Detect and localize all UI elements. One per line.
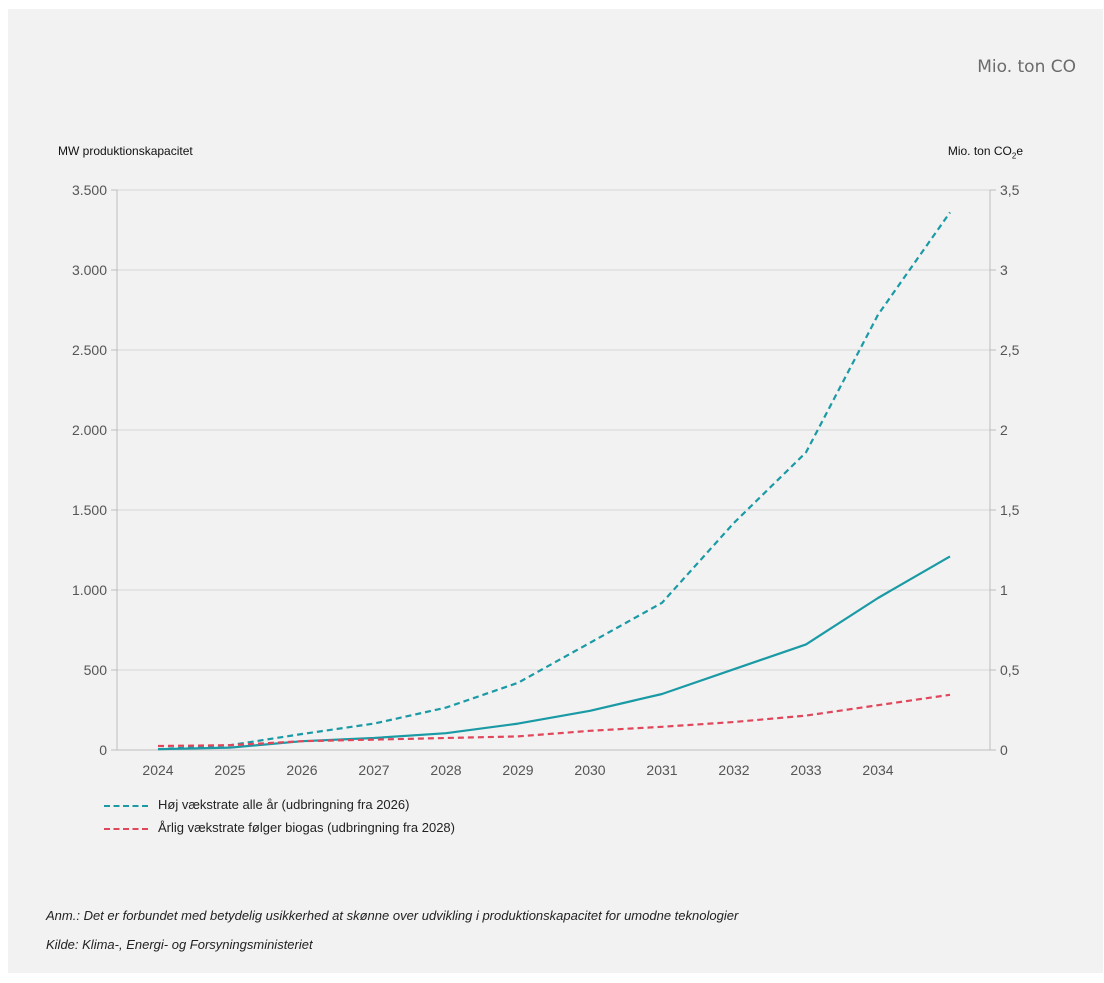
- x-tick-label: 2025: [214, 762, 245, 778]
- legend-label-high-growth: Høj vækstrate alle år (udbringning fra 2…: [158, 797, 410, 812]
- y2-tick-label: 2: [1000, 422, 1008, 438]
- y2-axis-title-main: Mio. ton CO: [947, 144, 1012, 158]
- legend-swatch-biogas: [104, 827, 148, 830]
- corner-unit-label: Mio. ton CO: [977, 57, 1076, 77]
- y2-tick-label: 3,5: [1000, 182, 1020, 198]
- y-tick-label: 3.500: [72, 182, 107, 198]
- x-tick-label: 2029: [502, 762, 533, 778]
- footnote-kilde: Kilde: Klima-, Energi- og Forsyningsmini…: [46, 937, 313, 952]
- legend-item-high-growth: Høj vækstrate alle år (udbringning fra 2…: [104, 797, 409, 812]
- y2-axis-title: Mio. ton CO2e: [948, 144, 1023, 160]
- legend-label-biogas: Årlig vækstrate følger biogas (udbringni…: [158, 820, 455, 835]
- y2-axis-title-subscript: 2: [1011, 151, 1017, 161]
- x-tick-label: 2024: [142, 762, 173, 778]
- y2-axis-title-tail: e: [1016, 144, 1023, 158]
- y2-tick-label: 2,5: [1000, 342, 1020, 358]
- y-tick-label: 500: [84, 662, 108, 678]
- y-axis-title: MW produktionskapacitet: [58, 144, 193, 158]
- y2-tick-label: 0: [1000, 742, 1008, 758]
- y-tick-label: 1.500: [72, 502, 107, 518]
- y2-tick-label: 1: [1000, 582, 1008, 598]
- x-tick-label: 2033: [790, 762, 821, 778]
- y-tick-label: 2.500: [72, 342, 107, 358]
- y-tick-label: 3.000: [72, 262, 107, 278]
- x-tick-label: 2034: [862, 762, 893, 778]
- y-tick-label: 1.000: [72, 582, 107, 598]
- y-tick-label: 2.000: [72, 422, 107, 438]
- x-tick-label: 2028: [430, 762, 461, 778]
- chart-panel: [8, 9, 1103, 973]
- footnote-anm: Anm.: Det er forbundet med betydelig usi…: [46, 908, 739, 923]
- series-line-0: [157, 211, 951, 751]
- legend-swatch-high-growth: [104, 804, 148, 807]
- x-tick-label: 2027: [358, 762, 389, 778]
- series-line-1: [157, 555, 951, 751]
- x-tick-label: 2031: [646, 762, 677, 778]
- x-tick-label: 2026: [286, 762, 317, 778]
- x-tick-label: 2032: [718, 762, 749, 778]
- y2-tick-label: 3: [1000, 262, 1008, 278]
- legend-item-biogas: Årlig vækstrate følger biogas (udbringni…: [104, 820, 455, 835]
- y2-tick-label: 0,5: [1000, 662, 1020, 678]
- series-line-2: [157, 693, 951, 748]
- x-tick-label: 2030: [574, 762, 605, 778]
- y-tick-label: 0: [99, 742, 107, 758]
- y2-tick-label: 1,5: [1000, 502, 1020, 518]
